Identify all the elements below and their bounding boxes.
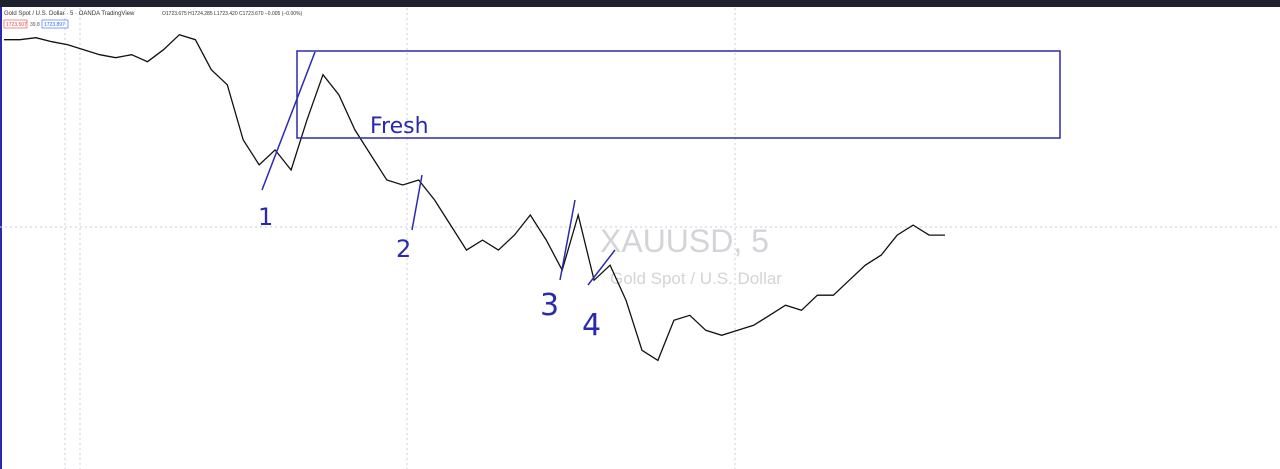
sell-price[interactable]: 1723.507 <box>6 22 27 28</box>
wave-mark: 3 <box>540 288 559 323</box>
symbol-info: Gold Spot / U.S. Dollar · 5 · OANDA Trad… <box>4 11 135 17</box>
price-line <box>4 33 945 362</box>
wave-mark: 2 <box>396 235 411 263</box>
sell-button[interactable] <box>3 19 28 29</box>
watermark-title: XAUUSD, 5 <box>600 223 769 259</box>
zone-box <box>296 50 1061 139</box>
zone-label: Fresh <box>370 114 429 139</box>
wave-mark: 1 <box>258 203 273 231</box>
crosshair-grid <box>0 8 1280 469</box>
watermark-subtitle: Gold Spot / U.S. Dollar <box>610 269 782 288</box>
ohlc: O1723.675 H1724.285 L1723.420 C1723.670 … <box>162 11 302 17</box>
toolbar <box>0 0 1280 7</box>
wave-mark: 4 <box>582 308 601 343</box>
spread: 39.8 <box>30 22 40 28</box>
drawings <box>261 51 616 286</box>
buy-price[interactable]: 1723.897 <box>44 22 65 28</box>
buy-button[interactable] <box>41 19 69 29</box>
